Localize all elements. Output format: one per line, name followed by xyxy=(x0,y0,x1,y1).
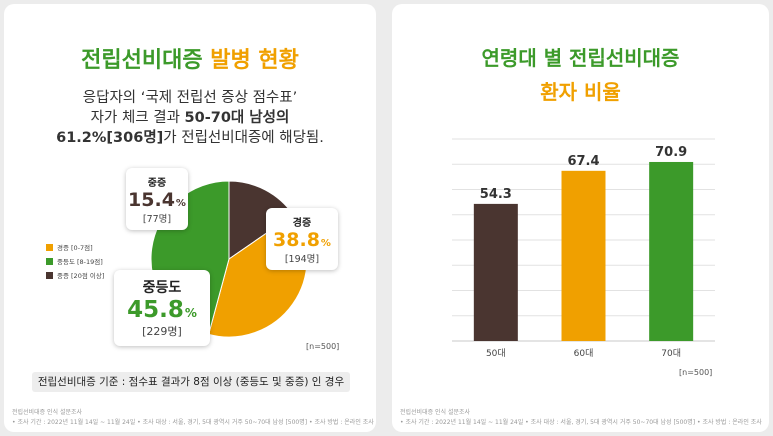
bar-value-label-1: 67.4 xyxy=(567,154,599,169)
bar-panel-title-line-1: 연령대 별 전립선비대증 xyxy=(481,46,680,70)
callout-mild-value: 38.8 xyxy=(273,229,320,251)
x-tick-label-0: 50대 xyxy=(486,348,506,359)
bar-0 xyxy=(473,203,518,341)
legend-label-mild: 경증 [0-7점] xyxy=(57,244,93,252)
legend-item-mild: 경증 [0-7점] xyxy=(46,240,104,254)
callout-severe-count: [77명] xyxy=(142,214,172,225)
callout-severe: 중증 15.4% [77명] xyxy=(126,168,188,230)
footer-details: • 조사 기간 : 2022년 11월 14일 ~ 11월 24일 • 조사 대… xyxy=(400,419,762,426)
pie-legend: 경증 [0-7점] 중등도 [8-19점] 중증 [20점 이상] xyxy=(46,240,104,282)
callout-severe-percent: 15.4% xyxy=(126,189,188,211)
footer-title: 전립선비대증 인식 설문조사 xyxy=(400,409,471,416)
callout-moderate-count: [229명] xyxy=(142,325,182,338)
bar-1 xyxy=(561,170,606,341)
bar-panel-title-line-2: 환자 비율 xyxy=(540,80,621,104)
bar-value-label-2: 70.9 xyxy=(655,145,687,160)
callout-moderate-name: 중등도 xyxy=(142,280,182,296)
bar-infographic-panel: 연령대 별 전립선비대증 환자 비율 54.3 50대 67.4 60대 70.9 70대… xyxy=(392,4,769,432)
description-line-2-text: 자가 체크 결과 xyxy=(90,110,185,126)
legend-swatch-moderate xyxy=(46,257,53,265)
description-line-1: 응답자의 ‘국제 전립선 증상 점수표’ xyxy=(82,90,298,106)
description-line-3-text: 가 전립선비대증에 해당됨. xyxy=(163,130,324,146)
callout-severe-pct-sign: % xyxy=(175,198,186,209)
callout-severe-name: 중증 xyxy=(147,178,167,189)
callout-severe-value: 15.4 xyxy=(128,189,175,211)
pie-infographic-panel: 전립선비대증 발병 현황 응답자의 ‘국제 전립선 증상 점수표’ 자가 체크 … xyxy=(4,4,376,432)
legend-label-severe: 중증 [20점 이상] xyxy=(57,272,105,280)
callout-moderate: 중등도 45.8% [229명] xyxy=(114,270,210,346)
title-orange-part: 발병 현황 xyxy=(210,48,299,73)
description-line-3: 61.2%[306명]가 전립선비대증에 해당됨. xyxy=(4,128,376,148)
pie-sample-size: [n=500] xyxy=(306,342,340,351)
legend-item-severe: 중증 [20점 이상] xyxy=(46,268,104,282)
bar-chart: 54.3 50대 67.4 60대 70.9 70대 xyxy=(452,138,715,359)
callout-mild-pct-sign: % xyxy=(320,238,331,249)
description-line-3-bold: 61.2%[306명] xyxy=(56,130,164,146)
footer-title: 전립선비대증 인식 설문조사 xyxy=(12,409,83,416)
x-tick-label-1: 60대 xyxy=(574,348,594,359)
callout-moderate-percent: 45.8% xyxy=(114,297,210,323)
legend-item-moderate: 중등도 [8-19점] xyxy=(46,254,104,268)
legend-label-moderate: 중등도 [8-19점] xyxy=(57,258,103,266)
callout-mild-percent: 38.8% xyxy=(266,229,338,251)
callout-mild-count: [194명] xyxy=(284,254,320,265)
callout-mild: 경증 38.8% [194명] xyxy=(266,208,338,270)
bar-2 xyxy=(649,161,694,341)
description-line-2: 자가 체크 결과 50-70대 남성의 xyxy=(4,108,376,128)
callout-moderate-pct-sign: % xyxy=(184,306,197,320)
callout-moderate-value: 45.8 xyxy=(127,297,184,323)
footer-details: • 조사 기간 : 2022년 11월 14일 ~ 11월 24일 • 조사 대… xyxy=(12,419,374,426)
callout-mild-name: 경증 xyxy=(292,218,312,229)
pie-panel-title: 전립선비대증 발병 현황 xyxy=(4,42,376,74)
criteria-note: 전립선비대증 기준 : 점수표 결과가 8점 이상 (중등도 및 중증) 인 경… xyxy=(32,372,350,392)
description-line-2-bold: 50-70대 남성의 xyxy=(184,110,290,126)
title-green-part: 전립선비대증 xyxy=(81,48,203,73)
x-tick-label-2: 70대 xyxy=(661,348,681,359)
legend-swatch-mild xyxy=(46,243,53,251)
bar-value-label-0: 54.3 xyxy=(480,187,512,202)
legend-swatch-severe xyxy=(46,271,53,279)
bar-sample-size: [n=500] xyxy=(679,368,713,377)
